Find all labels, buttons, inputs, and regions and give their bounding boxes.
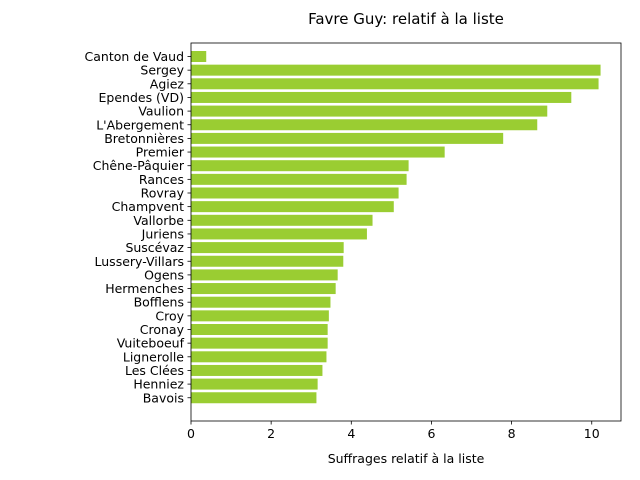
bars-group bbox=[191, 51, 601, 404]
bar-henniez bbox=[191, 378, 318, 390]
y-tick-label: L'Abergement bbox=[96, 117, 184, 132]
bar-vallorbe bbox=[191, 214, 373, 226]
y-tick-label: Suscévaz bbox=[125, 240, 184, 255]
x-tick-label: 0 bbox=[187, 426, 195, 441]
bar-cronay bbox=[191, 324, 328, 335]
y-tick-label: Premier bbox=[136, 145, 185, 160]
bar-lignerolle bbox=[191, 351, 327, 363]
y-tick-label: Bretonnières bbox=[104, 131, 184, 146]
y-tick-label: Croy bbox=[155, 308, 184, 323]
bar-bretonnieres bbox=[191, 132, 504, 144]
y-tick-label: Lussery-Villars bbox=[95, 254, 184, 269]
y-tick-label: Hermenches bbox=[105, 281, 184, 296]
bar-bofflens bbox=[191, 296, 331, 308]
bar-sergey bbox=[191, 64, 601, 76]
y-tick-label: Ogens bbox=[144, 267, 184, 282]
x-tick-label: 2 bbox=[267, 426, 275, 441]
y-tick-label: Juriens bbox=[141, 226, 184, 241]
y-tick-label: Les Clées bbox=[125, 363, 184, 378]
y-tick-label: Lignerolle bbox=[123, 349, 184, 364]
bar-vuiteboeuf bbox=[191, 337, 328, 349]
bar-ependes-vd bbox=[191, 91, 572, 103]
x-tick-label: 4 bbox=[347, 426, 355, 441]
bar-juriens bbox=[191, 228, 367, 240]
y-tick-label: Ependes (VD) bbox=[99, 90, 185, 105]
bar-lussery-villars bbox=[191, 255, 344, 267]
y-tick-label: Cronay bbox=[140, 322, 185, 337]
bar-croy bbox=[191, 310, 329, 322]
bar-chene-paquier bbox=[191, 160, 409, 172]
bar-ogens bbox=[191, 269, 338, 281]
chart-title: Favre Guy: relatif à la liste bbox=[308, 10, 504, 28]
bar-premier bbox=[191, 146, 445, 158]
bar-vaulion bbox=[191, 105, 548, 117]
y-tick-label: Rovray bbox=[141, 186, 185, 201]
x-tick-label: 6 bbox=[427, 426, 435, 441]
y-tick-label: Rances bbox=[139, 172, 184, 187]
y-tick-label: Henniez bbox=[133, 377, 184, 392]
y-tick-label: Bofflens bbox=[134, 295, 184, 310]
bar-rances bbox=[191, 173, 407, 185]
y-tick-label: Vallorbe bbox=[133, 213, 184, 228]
y-tick-label: Vaulion bbox=[138, 104, 184, 119]
x-axis-ticks: 0 2 4 6 8 10 bbox=[187, 421, 600, 441]
bar-canton-de-vaud bbox=[191, 51, 207, 62]
bar-hermenches bbox=[191, 283, 336, 295]
bar-agiez bbox=[191, 78, 599, 90]
y-tick-label: Vuiteboeuf bbox=[117, 336, 185, 351]
y-tick-label: Canton de Vaud bbox=[85, 49, 184, 64]
axes-frame bbox=[190, 42, 622, 422]
y-tick-label: Sergey bbox=[140, 63, 184, 78]
bar-champvent bbox=[191, 201, 394, 213]
x-axis-label: Suffrages relatif à la liste bbox=[328, 451, 485, 466]
y-tick-label: Chêne-Pâquier bbox=[93, 158, 185, 173]
bar-l-abergement bbox=[191, 119, 538, 131]
x-tick-label: 8 bbox=[508, 426, 516, 441]
axes-spines bbox=[190, 42, 622, 422]
y-tick-label: Bavois bbox=[143, 390, 184, 405]
bar-bavois bbox=[191, 392, 317, 404]
y-tick-label: Agiez bbox=[150, 76, 185, 91]
bar-les-clees bbox=[191, 364, 323, 376]
bar-suscevaz bbox=[191, 242, 344, 254]
x-tick-label: 10 bbox=[584, 426, 600, 441]
y-tick-label: Champvent bbox=[112, 199, 184, 214]
bar-rovray bbox=[191, 187, 399, 199]
